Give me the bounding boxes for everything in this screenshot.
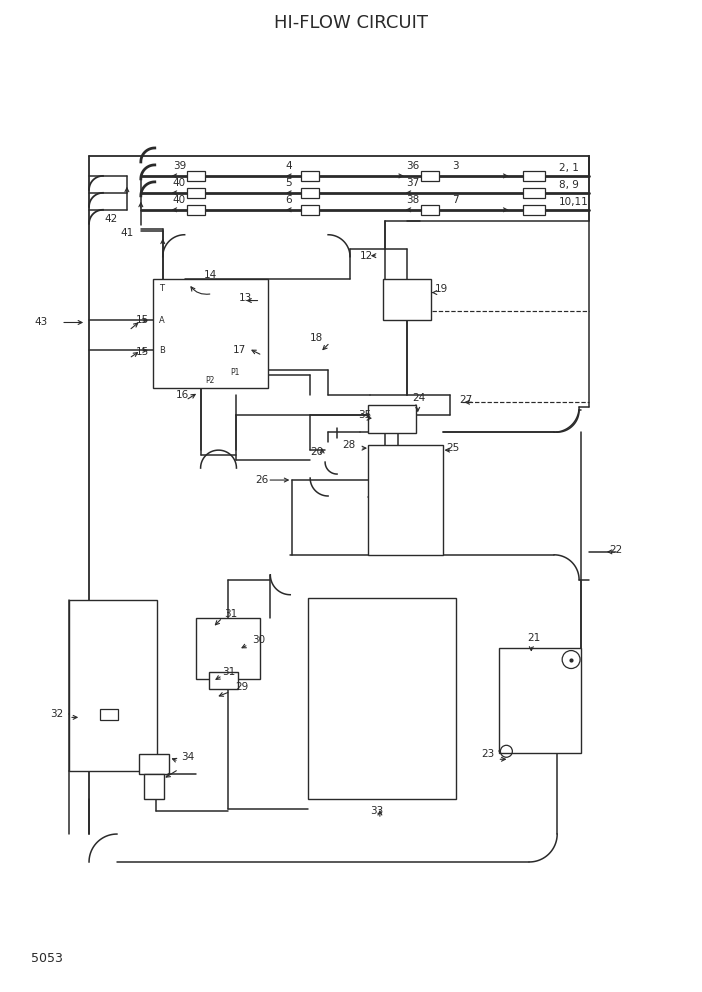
Text: 13: 13 (239, 293, 252, 303)
Text: 18: 18 (310, 333, 324, 343)
Bar (144, 774, 164, 800)
Text: 5: 5 (285, 178, 292, 187)
Text: A: A (159, 316, 164, 325)
Text: 23: 23 (482, 749, 495, 759)
Text: 16: 16 (176, 390, 189, 401)
Bar (420, 171, 439, 181)
Text: 3: 3 (453, 161, 459, 171)
Text: 21: 21 (527, 633, 541, 643)
Text: 5053: 5053 (32, 952, 63, 965)
Bar (420, 204, 439, 215)
Text: 29: 29 (235, 682, 249, 692)
Text: 30: 30 (253, 635, 265, 645)
Bar (100, 709, 118, 720)
Text: 19: 19 (435, 284, 448, 294)
Text: 10,11: 10,11 (559, 196, 589, 206)
Text: 28: 28 (342, 440, 355, 450)
Text: 32: 32 (50, 709, 63, 719)
Text: 15: 15 (136, 315, 149, 325)
Bar (301, 187, 319, 197)
Text: 14: 14 (204, 270, 217, 280)
Bar (196, 618, 260, 680)
Text: 20: 20 (310, 447, 324, 457)
Text: B: B (159, 346, 165, 355)
Text: 36: 36 (406, 161, 419, 171)
Bar (153, 279, 268, 388)
Bar (368, 445, 443, 555)
Text: 25: 25 (446, 443, 460, 453)
Text: 27: 27 (460, 395, 473, 406)
Text: 24: 24 (412, 393, 425, 404)
Text: 33: 33 (370, 806, 383, 816)
Bar (187, 204, 204, 215)
Text: 37: 37 (406, 178, 419, 187)
Bar (301, 171, 319, 181)
Text: 15: 15 (136, 347, 149, 357)
Bar (187, 171, 204, 181)
Text: 38: 38 (406, 194, 419, 204)
Text: 43: 43 (34, 317, 48, 327)
Text: 31: 31 (223, 667, 236, 677)
Bar (308, 598, 456, 800)
Bar (208, 672, 239, 689)
Text: 41: 41 (121, 228, 134, 238)
Text: 34: 34 (180, 752, 194, 762)
Text: 26: 26 (256, 475, 269, 485)
Text: 22: 22 (609, 545, 622, 555)
Bar (383, 279, 431, 320)
Text: P1: P1 (230, 368, 240, 377)
Text: T: T (159, 284, 164, 293)
Text: P2: P2 (206, 376, 215, 385)
Text: 35: 35 (358, 411, 371, 421)
Bar (523, 187, 545, 197)
Text: 12: 12 (360, 251, 373, 261)
Text: 4: 4 (285, 161, 292, 171)
Text: 17: 17 (232, 345, 246, 355)
Bar (499, 648, 581, 753)
Bar (301, 204, 319, 215)
Text: 6: 6 (285, 194, 292, 204)
Bar (187, 187, 204, 197)
Bar (139, 754, 168, 774)
Text: 2, 1: 2, 1 (559, 163, 579, 173)
Bar (523, 171, 545, 181)
Text: HI-FLOW CIRCUIT: HI-FLOW CIRCUIT (274, 14, 428, 33)
Text: 40: 40 (173, 194, 186, 204)
Text: 40: 40 (173, 178, 186, 187)
Text: 42: 42 (104, 214, 117, 224)
Text: 7: 7 (453, 194, 459, 204)
Bar (523, 204, 545, 215)
Bar (69, 600, 157, 771)
Bar (368, 406, 416, 434)
Text: 31: 31 (225, 609, 238, 619)
Text: 39: 39 (173, 161, 186, 171)
Text: 8, 9: 8, 9 (559, 180, 579, 189)
